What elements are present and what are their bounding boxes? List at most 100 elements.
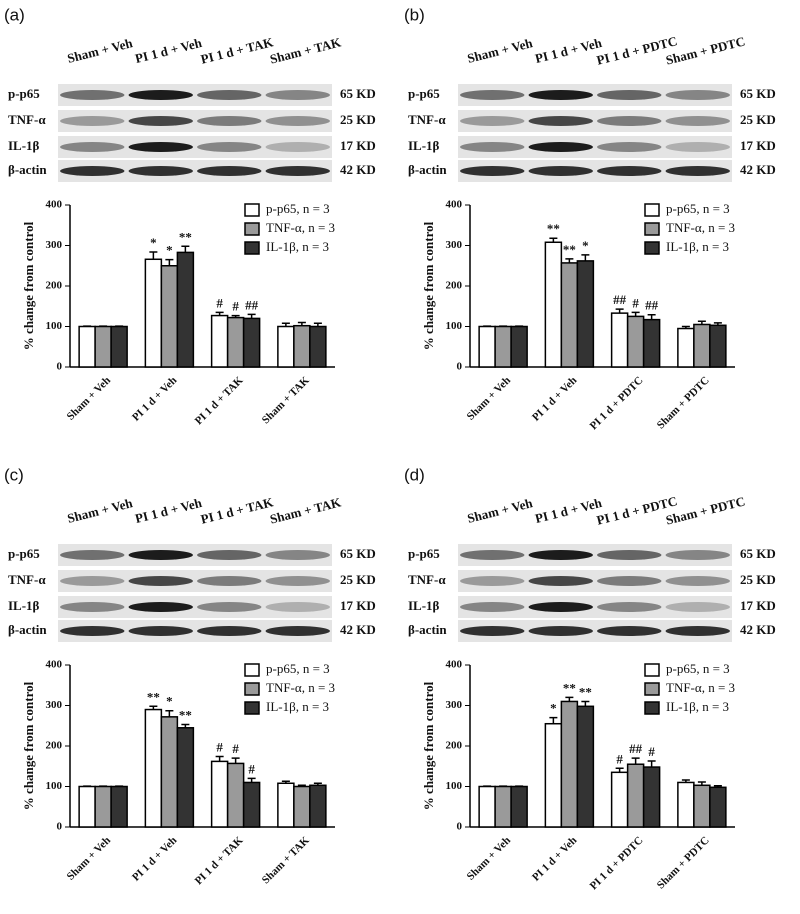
error-bar [681, 325, 690, 329]
y-tick-label: 300 [46, 239, 63, 251]
blot-band [665, 142, 730, 152]
bar [478, 785, 496, 828]
legend-swatch [244, 663, 260, 677]
blot-band [197, 166, 262, 176]
significance: # [232, 741, 239, 756]
blot-band [60, 166, 125, 176]
x-tick-label: PI 1 d + Veh [530, 374, 579, 423]
bar [610, 312, 629, 368]
size-label: 25 KD [340, 572, 376, 587]
lane-label: PI 1 d + TAK [199, 494, 275, 527]
error-bar [281, 780, 290, 784]
significance: # [248, 761, 255, 776]
size-label: 42 KD [340, 162, 376, 177]
bar [576, 705, 595, 828]
blot-strip [458, 596, 732, 618]
significance: # [632, 295, 639, 310]
blot-band [665, 166, 730, 176]
x-tick-label: Sham + TAK [260, 374, 312, 426]
x-tick-label: PI 1 d + Veh [130, 834, 179, 883]
blot-band [665, 90, 730, 100]
blot-band [265, 550, 330, 560]
blot-strip [458, 110, 732, 132]
bar [576, 260, 595, 368]
blot-band [60, 90, 125, 100]
bar [144, 708, 163, 828]
significance: * [166, 694, 173, 709]
error-bar [297, 321, 306, 326]
bar [544, 241, 563, 368]
bar [94, 785, 112, 828]
y-tick-label: 300 [446, 239, 463, 251]
y-tick-label: 200 [46, 740, 63, 752]
blot-strip [58, 110, 332, 132]
legend-label: p-p65, n = 3 [666, 661, 730, 676]
significance: # [648, 744, 655, 759]
bar [510, 325, 528, 368]
significance: ** [147, 689, 160, 704]
error-bar [231, 757, 240, 764]
bar [693, 323, 711, 368]
y-tick-label: 400 [446, 659, 463, 671]
error-bar [313, 322, 322, 327]
row-label: p-p65 [408, 546, 440, 561]
bar [78, 325, 96, 368]
blot-strip [58, 596, 332, 618]
x-tick-label: Sham + TAK [260, 834, 312, 886]
significance: ** [179, 229, 192, 244]
row-label: TNF-α [8, 572, 46, 587]
legend-swatch [244, 682, 260, 696]
row-label: IL-1β [408, 598, 440, 613]
blot-band [665, 626, 730, 636]
legend-swatch [244, 241, 260, 255]
y-tick-label: 400 [46, 199, 63, 211]
blot-band [60, 550, 125, 560]
significance: ** [547, 221, 560, 236]
blot-band [528, 90, 593, 100]
blot-band [665, 602, 730, 612]
legend-label: TNF-α, n = 3 [266, 680, 335, 695]
bar [78, 785, 96, 828]
bar [610, 771, 629, 828]
significance: ** [579, 684, 592, 699]
significance: * [550, 701, 557, 716]
blot-band [265, 602, 330, 612]
legend-label: p-p65, n = 3 [266, 201, 330, 216]
legend-label: IL-1β, n = 3 [266, 699, 329, 714]
lane-label: Sham + PDTC [664, 33, 746, 67]
blot-band [460, 166, 525, 176]
x-tick-label: PI 1 d + TAK [193, 374, 246, 427]
panel-label: (a) [4, 5, 25, 24]
blot-band [665, 116, 730, 126]
y-tick-label: 200 [446, 740, 463, 752]
x-tick-label: PI 1 d + PDTC [588, 374, 646, 432]
y-tick-label: 100 [46, 320, 63, 332]
legend-swatch [244, 701, 260, 715]
significance: * [150, 235, 157, 250]
error-bar [647, 314, 656, 320]
blot-band [128, 166, 193, 176]
bar [226, 316, 245, 368]
bar [642, 766, 661, 828]
blot-band [665, 576, 730, 586]
lane-label: Sham + TAK [268, 494, 343, 526]
blot-band [265, 626, 330, 636]
blot-strip [58, 620, 332, 642]
bar [160, 716, 179, 828]
y-tick-label: 300 [446, 699, 463, 711]
error-bar [697, 320, 706, 325]
size-label: 65 KD [340, 86, 376, 101]
bar [210, 760, 229, 828]
error-bar [165, 258, 174, 266]
y-axis-title: % change from control [21, 221, 36, 350]
blot-band [460, 626, 525, 636]
size-label: 25 KD [340, 112, 376, 127]
size-label: 17 KD [340, 138, 376, 153]
bar [494, 325, 512, 368]
size-label: 25 KD [740, 572, 776, 587]
x-tick-label: Sham + Veh [65, 834, 113, 882]
x-tick-label: Sham + Veh [65, 374, 113, 422]
bar [309, 325, 327, 368]
